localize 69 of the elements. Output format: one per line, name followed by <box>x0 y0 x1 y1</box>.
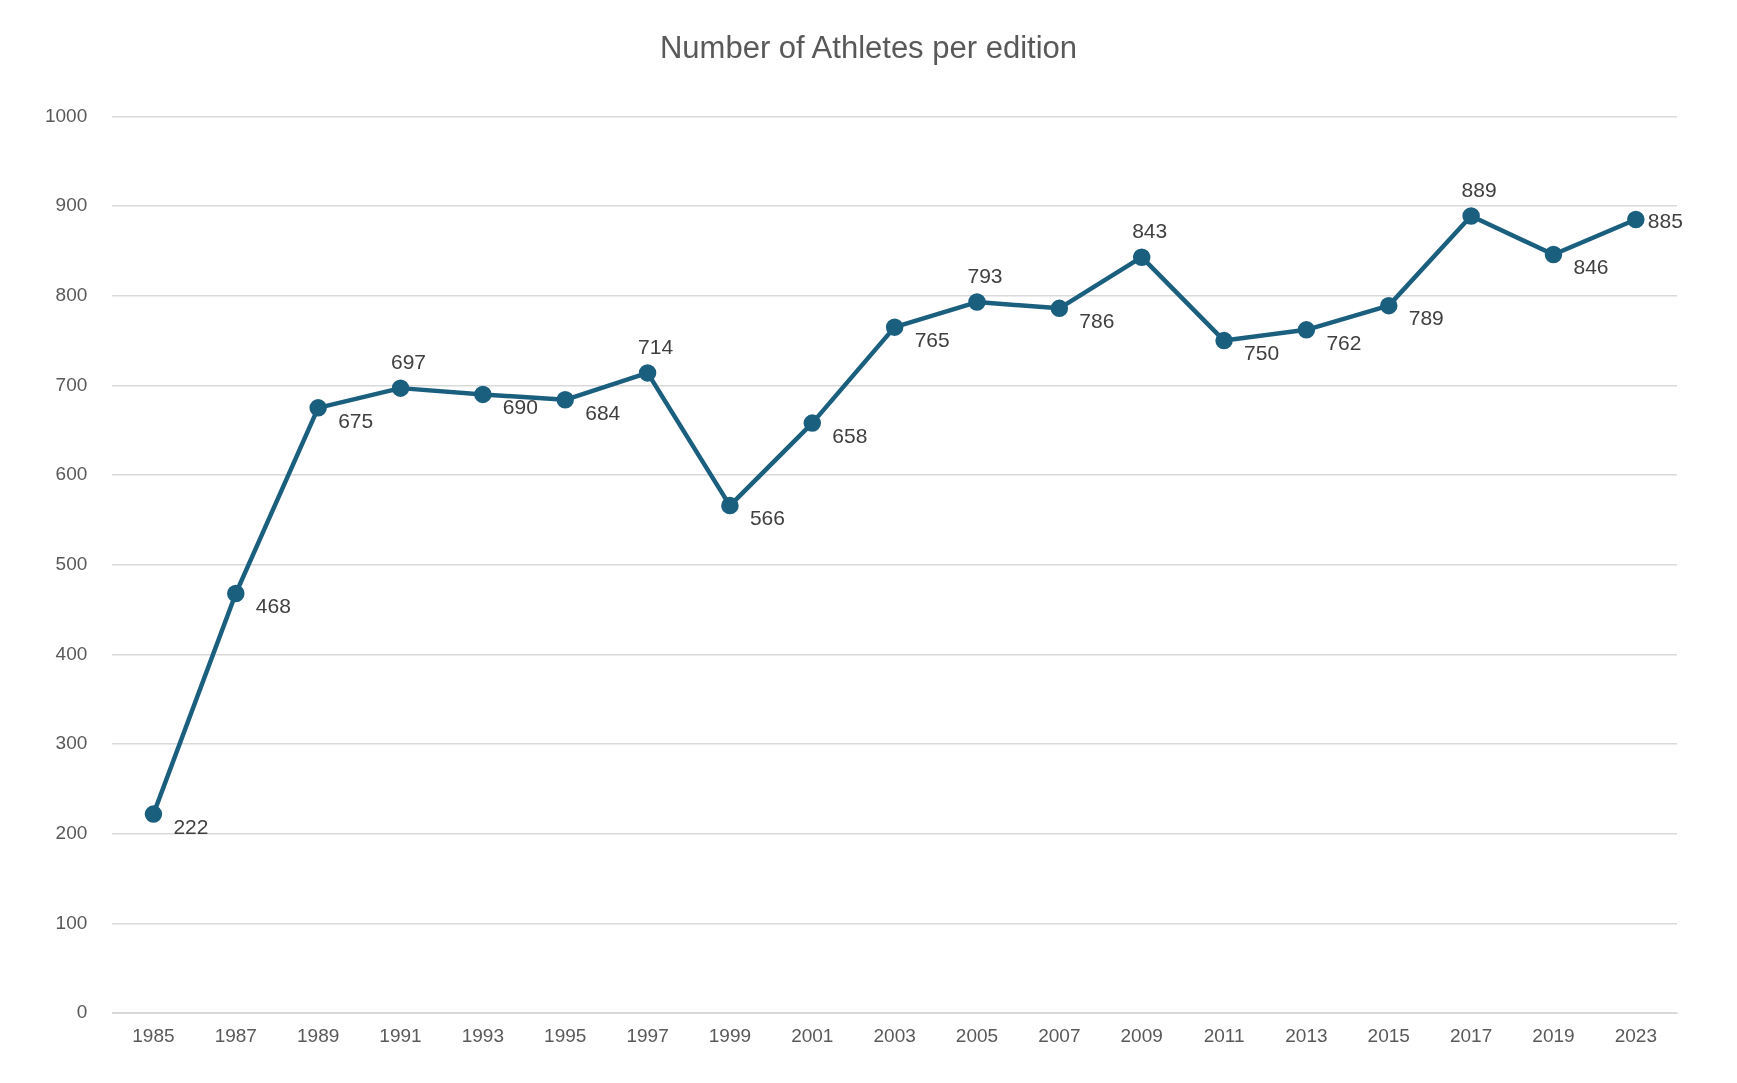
point <box>309 399 327 417</box>
data-label: 675 <box>338 408 374 432</box>
y-tick-label: 800 <box>55 283 88 305</box>
data-label: 765 <box>914 327 950 351</box>
point <box>885 318 904 336</box>
data-label: 684 <box>585 400 621 424</box>
data-label: 750 <box>1244 341 1280 365</box>
data-label: 793 <box>967 264 1003 288</box>
data-label: 714 <box>638 335 674 359</box>
x-tick-label: 1991 <box>379 1024 422 1046</box>
y-tick-label: 700 <box>55 373 88 395</box>
x-tick-label: 1993 <box>461 1024 504 1046</box>
data-label: 566 <box>749 506 785 530</box>
x-tick-label: 2019 <box>1532 1024 1575 1046</box>
point <box>1050 299 1069 318</box>
point <box>556 391 574 409</box>
data-label: 786 <box>1079 309 1115 333</box>
data-label: 843 <box>1132 219 1168 243</box>
point <box>721 496 739 515</box>
y-tick-label: 1000 <box>44 104 88 126</box>
y-tick-label: 0 <box>76 1001 88 1023</box>
y-tick-label: 400 <box>55 642 88 664</box>
point <box>638 364 657 382</box>
point <box>1627 210 1645 229</box>
point <box>803 414 822 432</box>
x-tick-label: 2005 <box>955 1024 999 1046</box>
data-label: 690 <box>502 395 538 419</box>
x-tick-label: 1999 <box>708 1024 752 1046</box>
data-label: 658 <box>832 423 868 447</box>
x-tick-label: 1995 <box>544 1024 587 1046</box>
data-label: 885 <box>1647 209 1683 233</box>
point <box>391 379 410 397</box>
point <box>1132 248 1151 266</box>
x-tick-label: 2009 <box>1120 1024 1163 1046</box>
y-tick-label: 500 <box>55 553 88 575</box>
x-tick-label: 2023 <box>1614 1024 1657 1046</box>
data-label: 222 <box>173 814 209 838</box>
x-tick-label: 2001 <box>791 1024 834 1046</box>
point <box>1462 207 1480 225</box>
y-tick-label: 600 <box>55 463 88 485</box>
point <box>144 805 163 823</box>
point <box>474 385 492 404</box>
y-tick-label: 900 <box>55 194 88 216</box>
x-tick-label: 1987 <box>214 1024 257 1046</box>
y-tick-label: 300 <box>55 732 88 754</box>
x-tick-label: 1989 <box>297 1024 340 1046</box>
point <box>968 293 986 311</box>
data-label: 468 <box>255 594 291 618</box>
x-tick-label: 1997 <box>626 1024 669 1046</box>
data-label: 697 <box>390 350 427 374</box>
data-label: 789 <box>1408 306 1444 330</box>
point <box>1297 321 1316 339</box>
chart-title: Number of Athletes per edition <box>659 30 1078 66</box>
x-tick-label: 2015 <box>1367 1024 1410 1046</box>
data-label: 762 <box>1326 330 1362 354</box>
data-label: 889 <box>1461 178 1497 202</box>
x-tick-label: 2013 <box>1285 1024 1328 1046</box>
y-tick-label: 200 <box>55 822 88 844</box>
point <box>227 584 245 603</box>
x-tick-label: 2011 <box>1203 1024 1245 1046</box>
y-tick-label: 100 <box>55 911 88 933</box>
x-tick-label: 2007 <box>1038 1024 1081 1046</box>
x-tick-label: 2017 <box>1449 1024 1493 1046</box>
point <box>1544 245 1563 264</box>
x-tick-label: 1985 <box>132 1024 175 1046</box>
data-label: 846 <box>1573 255 1609 279</box>
x-tick-label: 2003 <box>873 1024 916 1046</box>
point <box>1215 331 1233 350</box>
point <box>1380 296 1398 315</box>
